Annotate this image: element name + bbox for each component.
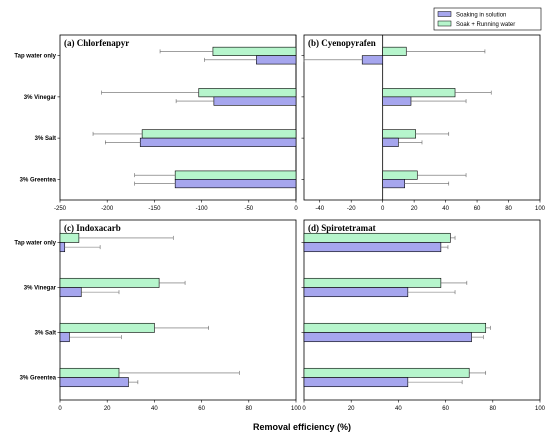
x-tick-label: 40 (395, 406, 402, 412)
x-tick-label: 60 (474, 206, 481, 212)
legend-swatch-soaking (437, 11, 452, 17)
x-tick-label: 100 (535, 206, 546, 212)
x-tick-label: -20 (347, 206, 356, 212)
x-tick-label: -50 (244, 206, 253, 212)
bar-running (303, 367, 470, 378)
bar-running (174, 170, 297, 180)
x-tick-label: 40 (151, 406, 158, 412)
x-tick-label: 60 (442, 406, 449, 412)
x-tick-label: 0 (381, 206, 385, 212)
panel-3: 0 20 40 60 80 100 Tap water only 3% Vinegar 3% S… (14, 219, 302, 412)
x-tick-label: -40 (315, 206, 324, 212)
panel-frame (59, 219, 297, 401)
legend-label-running: Soak + Running water (456, 22, 515, 28)
bar-running (59, 277, 160, 288)
panel-frame (303, 34, 541, 201)
x-tick-label: 20 (411, 206, 418, 212)
panel-title: (d) Spirotetramat (308, 223, 376, 233)
bar-soaking (382, 179, 405, 189)
bar-soaking (59, 287, 82, 298)
bar-running (382, 46, 407, 56)
x-tick-label: 40 (442, 206, 449, 212)
x-tick-label: 100 (535, 406, 546, 412)
legend-label-soaking: Soaking in solution (456, 13, 506, 19)
x-tick-label: 80 (505, 206, 512, 212)
x-tick-label: -150 (148, 206, 161, 212)
bar-soaking (382, 137, 399, 147)
x-tick-label: -200 (101, 206, 114, 212)
panel-4: 0 20 40 60 80 100 (d) Spirotetramat (301, 219, 546, 412)
bar-soaking (382, 96, 412, 106)
x-tick-label: 20 (104, 406, 111, 412)
bar-soaking (361, 55, 383, 65)
bar-running (212, 46, 297, 56)
bar-running (382, 88, 456, 98)
bar-soaking (303, 332, 472, 343)
bar-soaking (213, 96, 297, 106)
legend-swatch-running (437, 20, 452, 27)
x-tick-label: 100 (291, 406, 302, 412)
legend-box (433, 7, 542, 31)
category-label: 3% Vinegar (24, 95, 57, 101)
panel-2: -40 -20 0 20 40 60 80 100 (b) Cyenopyrafen (301, 34, 546, 212)
bar-running (382, 170, 418, 180)
panel-frame (303, 219, 541, 401)
x-tick-label: 0 (58, 406, 62, 412)
panel-title: (c) Indoxacarb (64, 223, 121, 233)
category-label: 3% Salt (35, 136, 56, 142)
category-label: 3% Greentea (20, 376, 57, 382)
bar-running (303, 232, 451, 243)
bar-soaking (256, 55, 297, 65)
category-label: Tap water only (14, 241, 56, 247)
x-tick-label: 20 (348, 406, 355, 412)
bar-soaking (139, 137, 297, 147)
bar-running (382, 129, 417, 139)
panel-title: (b) Cyenopyrafen (308, 38, 376, 48)
bar-running (303, 277, 442, 288)
bar-soaking (59, 242, 66, 253)
bar-soaking (303, 242, 442, 253)
x-tick-label: 0 (294, 206, 298, 212)
x-tick-label: 60 (198, 406, 205, 412)
category-label: 3% Salt (35, 331, 56, 337)
x-tick-label: 0 (302, 406, 306, 412)
bar-running (59, 322, 155, 333)
category-label: Tap water only (14, 54, 56, 60)
category-label: 3% Vinegar (24, 286, 57, 292)
legend: Soaking in solution Soak + Running water (433, 7, 542, 31)
x-tick-label: -100 (196, 206, 209, 212)
bar-soaking (59, 332, 70, 343)
bar-running (198, 88, 297, 98)
category-label: 3% Greentea (20, 177, 57, 183)
panel-1: -250 -200 -150 -100 -50 0 Tap water only 3% Vin… (14, 34, 298, 212)
bar-running (141, 129, 297, 139)
bar-soaking (303, 377, 409, 388)
bar-soaking (59, 377, 129, 388)
bar-soaking (174, 179, 297, 189)
x-axis-title: Removal efficiency (%) (253, 422, 351, 432)
bar-running (59, 232, 80, 243)
bar-running (59, 367, 120, 378)
bar-running (303, 322, 487, 333)
x-tick-label: 80 (489, 406, 496, 412)
bar-soaking (303, 287, 409, 298)
panel-title: (a) Chlorfenapyr (64, 38, 129, 48)
x-tick-label: 80 (245, 406, 252, 412)
x-tick-label: -250 (54, 206, 67, 212)
